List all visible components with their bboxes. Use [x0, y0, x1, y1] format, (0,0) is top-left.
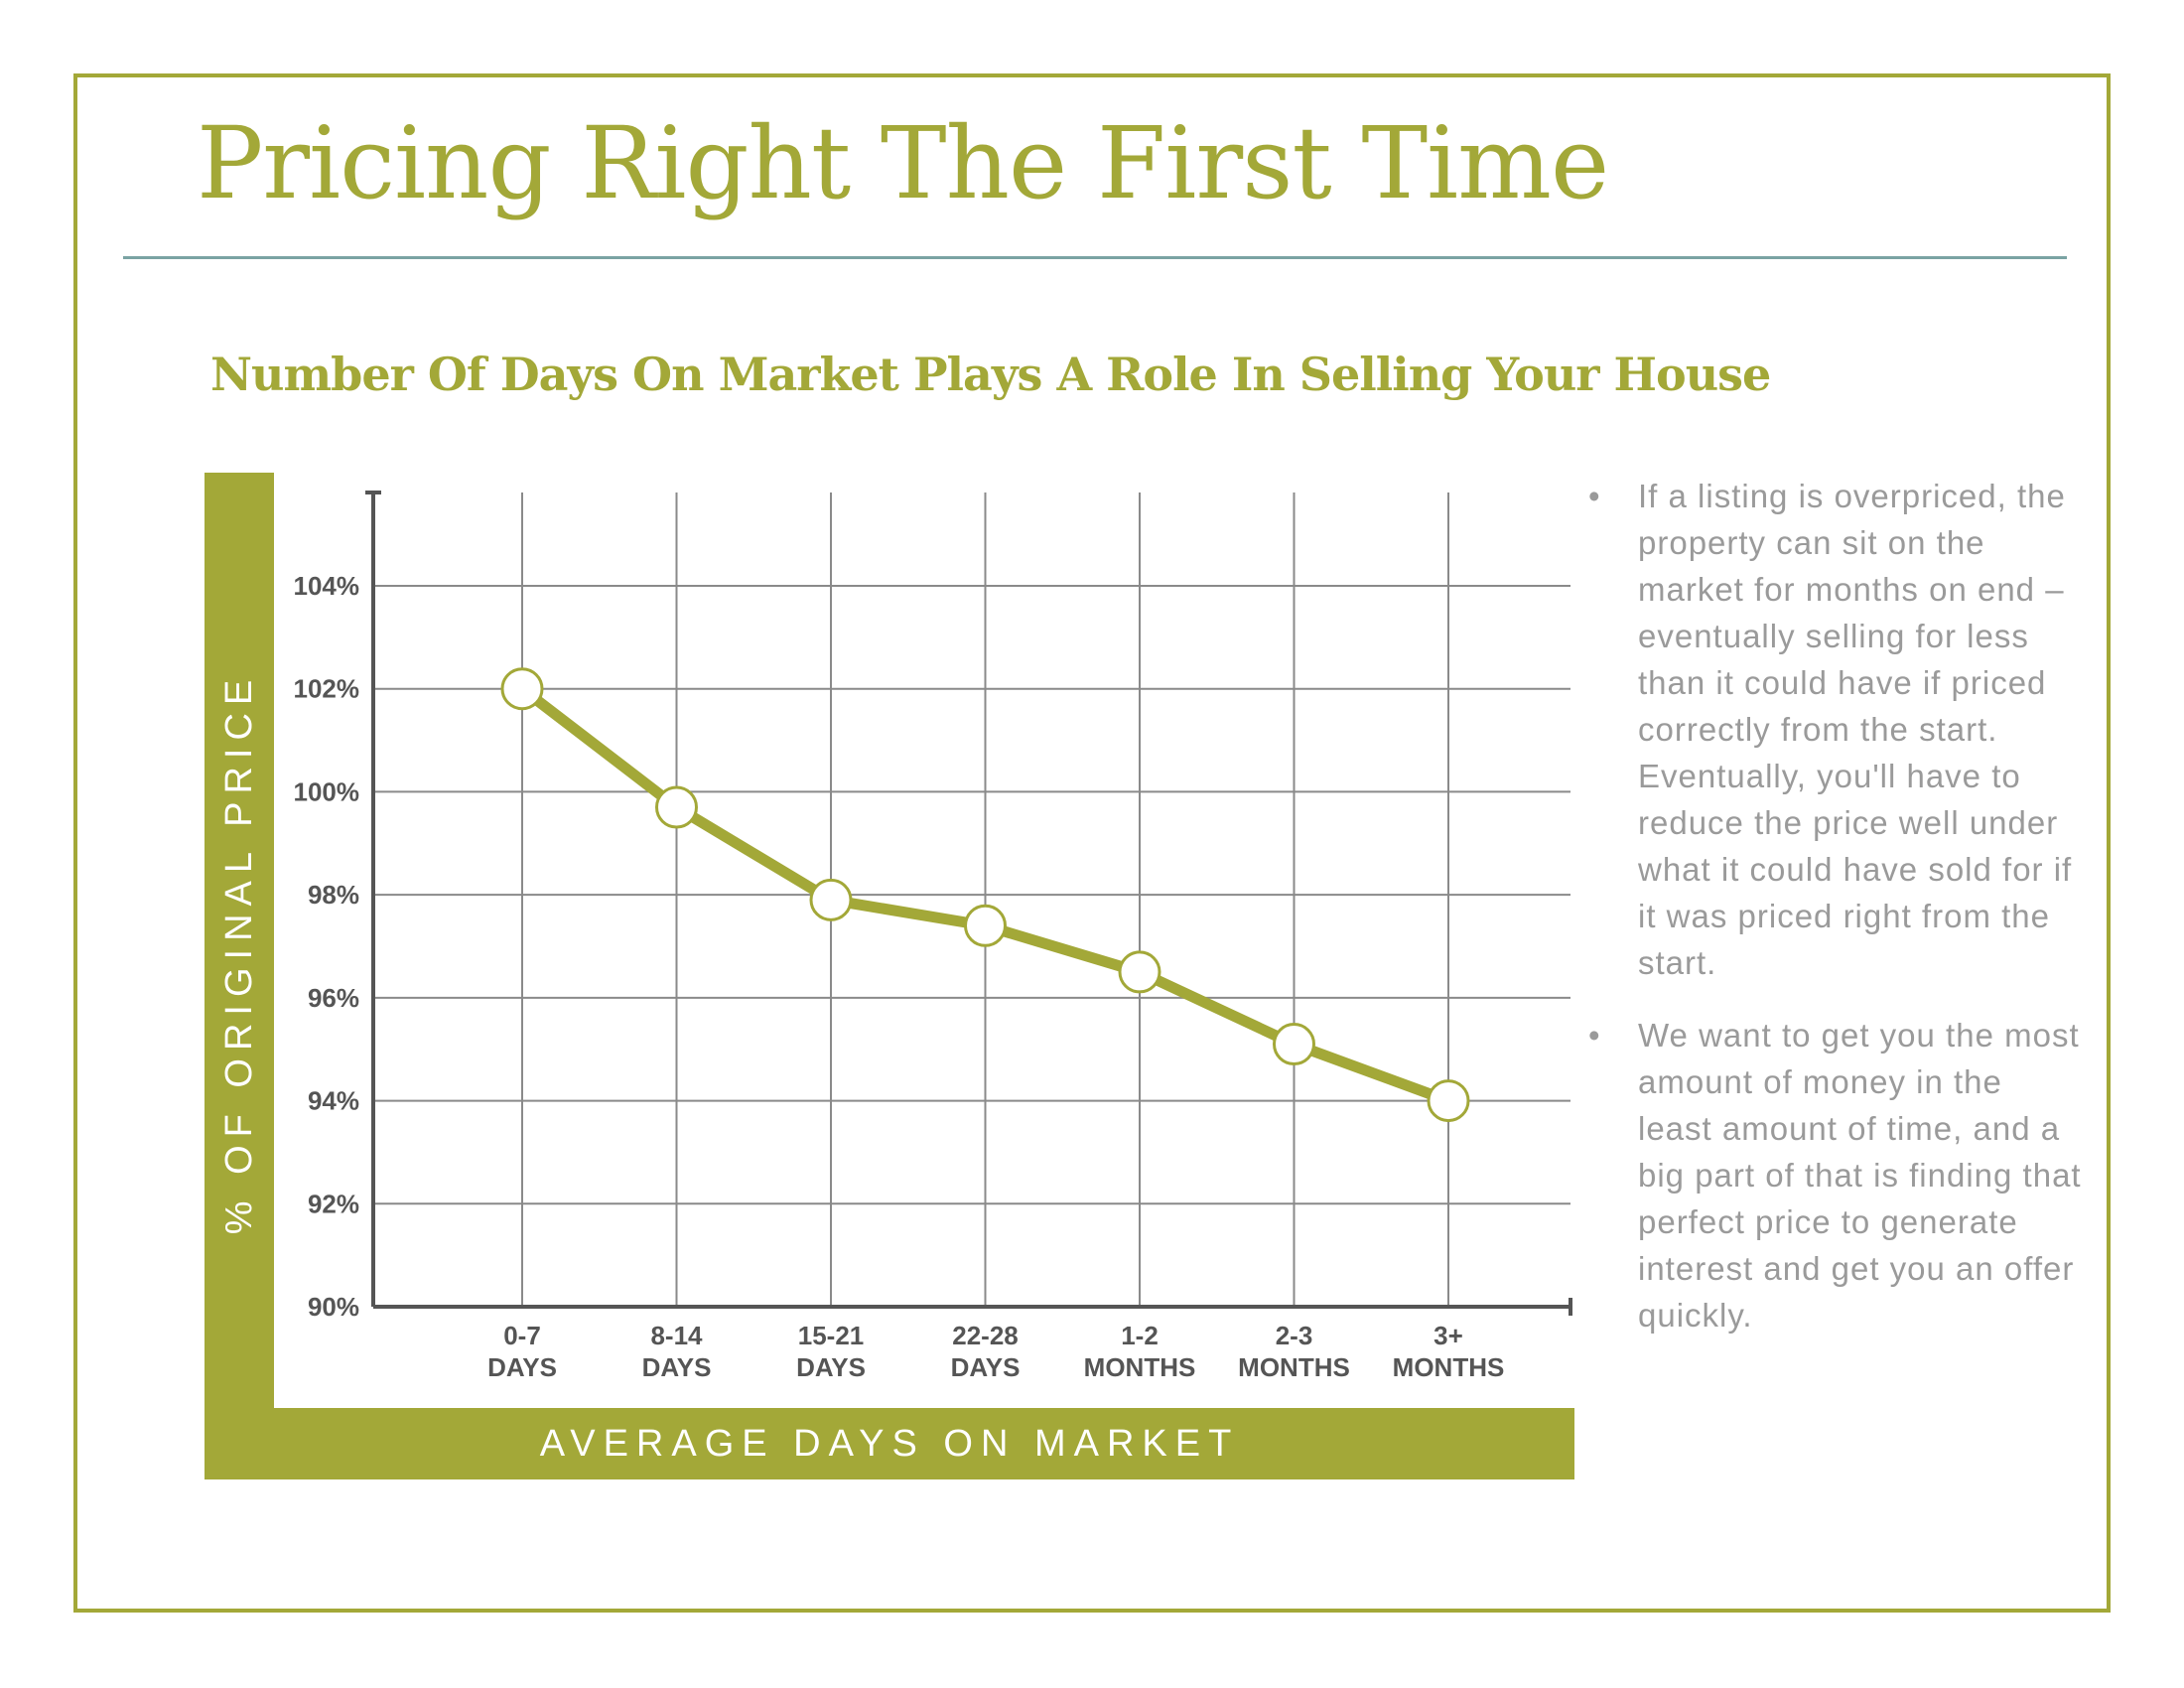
x-tick-label: 15-21: [798, 1321, 865, 1350]
x-tick-label: 2-3: [1276, 1321, 1313, 1350]
x-tick-label: 3+: [1433, 1321, 1463, 1350]
x-tick-label: DAYS: [487, 1352, 557, 1382]
x-tick-label: DAYS: [796, 1352, 866, 1382]
data-point: [964, 904, 1007, 947]
bullet-text: If a listing is overpriced, the property…: [1638, 478, 2073, 981]
y-tick-label: 94%: [308, 1086, 359, 1116]
x-axis-band: [205, 1408, 1574, 1479]
x-tick-label: MONTHS: [1084, 1352, 1196, 1382]
bullet-item: • We want to get you the most amount of m…: [1588, 1012, 2085, 1338]
y-tick-label: 90%: [308, 1292, 359, 1322]
x-tick-label: MONTHS: [1393, 1352, 1505, 1382]
data-point: [1273, 1023, 1315, 1066]
bullet-item: • If a listing is overpriced, the propert…: [1588, 473, 2085, 986]
x-tick-label: 1-2: [1121, 1321, 1159, 1350]
data-point: [1118, 950, 1161, 994]
y-axis-band: [205, 473, 274, 1479]
y-tick-label: 96%: [308, 983, 359, 1013]
page-title: Pricing Right The First Time: [197, 105, 1609, 221]
data-point: [1427, 1079, 1470, 1123]
y-tick-label: 92%: [308, 1189, 359, 1218]
data-point: [655, 785, 698, 829]
data-point: [809, 878, 853, 921]
x-tick-label: DAYS: [951, 1352, 1021, 1382]
y-tick-label: 100%: [294, 776, 360, 806]
x-tick-label: 0-7: [503, 1321, 541, 1350]
bullet-text: We want to get you the most amount of mo…: [1638, 1017, 2082, 1334]
chart-subtitle: Number Of Days On Market Plays A Role In…: [210, 348, 1771, 401]
title-divider: [123, 256, 2067, 259]
bullet-list: • If a listing is overpriced, the propert…: [1588, 473, 2085, 1364]
y-tick-label: 102%: [294, 674, 360, 704]
x-tick-label: 22-28: [952, 1321, 1019, 1350]
x-tick-label: DAYS: [642, 1352, 712, 1382]
x-axis-label: AVERAGE DAYS ON MARKET: [539, 1423, 1240, 1465]
y-tick-label: 104%: [294, 571, 360, 601]
page-frame: [73, 73, 2111, 1613]
y-tick-label: 98%: [308, 880, 359, 910]
bullet-dot-icon: •: [1588, 1017, 1601, 1054]
bullet-dot-icon: •: [1588, 478, 1601, 514]
data-point: [500, 667, 544, 711]
x-tick-label: 8-14: [650, 1321, 703, 1350]
x-tick-label: MONTHS: [1238, 1352, 1350, 1382]
